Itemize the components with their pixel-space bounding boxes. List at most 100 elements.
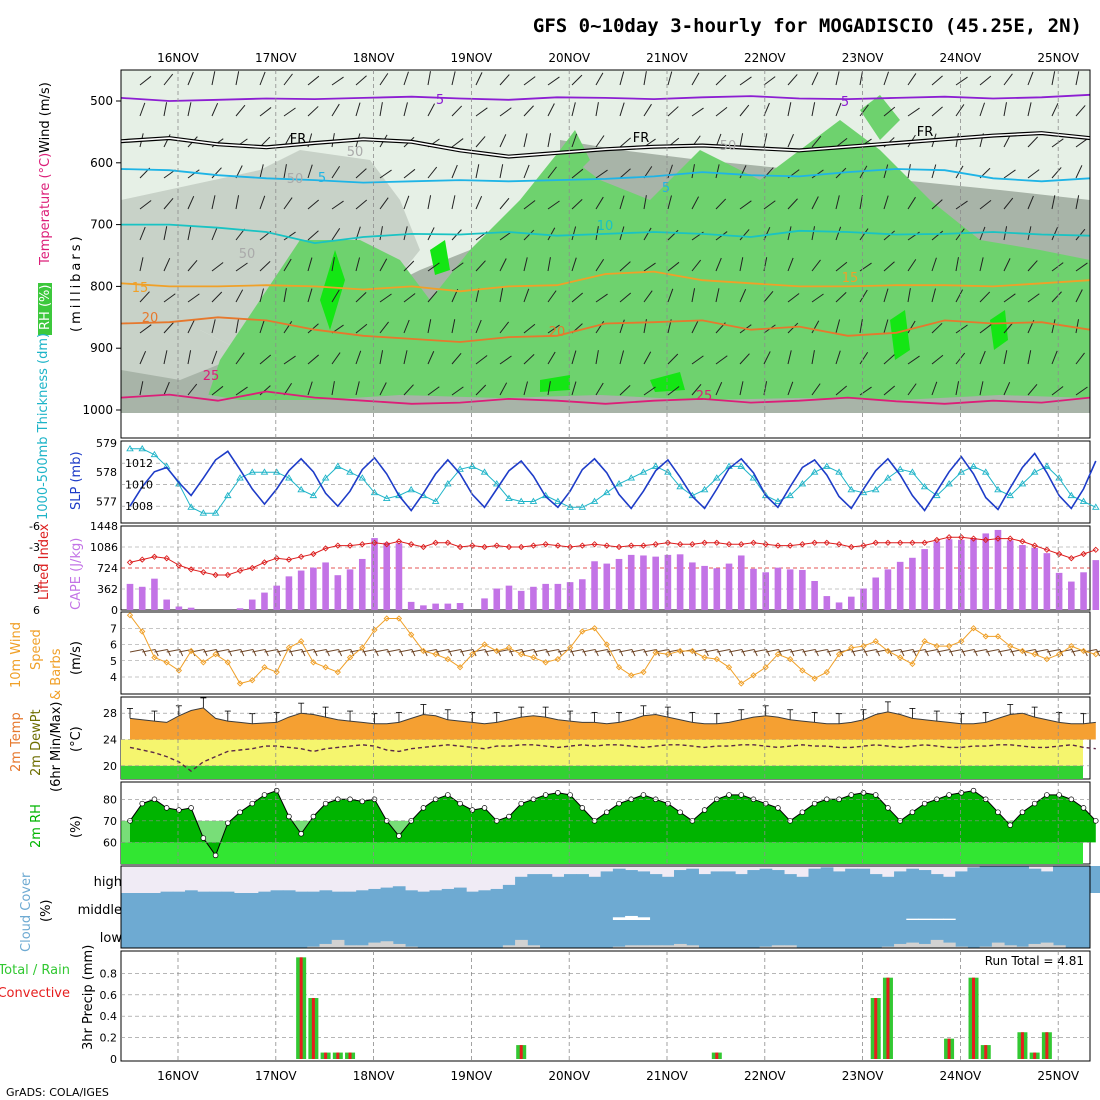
thickness-marker — [700, 485, 709, 493]
upper-wind-barb — [403, 384, 414, 396]
cloud-high-bar — [466, 891, 479, 893]
upper-wind-barb — [187, 169, 200, 179]
upper-wind-barb — [451, 319, 456, 334]
lifted-index-label: Lifted Index — [37, 523, 52, 600]
cloud-high-bar — [429, 890, 443, 893]
upper-wind-barb — [1075, 319, 1080, 334]
upper-wind-barb — [739, 133, 744, 148]
rh2m-area — [130, 790, 1096, 856]
rh2m-marker — [958, 790, 965, 796]
cape-bars — [126, 529, 1100, 610]
cloud-high-bar — [319, 890, 333, 893]
upper-wind-barb — [283, 355, 296, 365]
rh2m-marker — [616, 800, 622, 807]
upper-wind-barb — [883, 385, 896, 396]
upper-wind-barb — [931, 322, 943, 334]
upper-wind-barb — [691, 259, 702, 272]
lifted-index-marker — [897, 539, 904, 546]
cloud-low-bar — [942, 942, 956, 948]
cloud-high-bar — [942, 876, 956, 893]
upper-wind-barb — [907, 107, 920, 117]
upper-wind-barb — [571, 74, 583, 86]
rh2m-marker — [1080, 805, 1087, 811]
precip-convective-bar — [1045, 1032, 1049, 1059]
thickness-marker — [994, 485, 1002, 493]
date-label-bottom: 22NOV — [744, 1069, 786, 1083]
thickness-marker — [211, 509, 220, 516]
cape-bar — [505, 585, 513, 610]
date-label-top: 23NOV — [842, 51, 884, 65]
cape-bar — [872, 577, 880, 610]
upper-wind-barb — [763, 351, 771, 365]
wind10-barb-flag — [704, 649, 709, 657]
cloud-low-bar — [380, 941, 394, 948]
wind10-barb — [728, 649, 743, 653]
lifted-index-marker — [322, 545, 329, 552]
rh2m-marker — [396, 833, 402, 839]
cloud-mid-bar — [625, 915, 638, 920]
upper-wind-barb — [1003, 350, 1008, 365]
thickness-marker — [969, 462, 978, 469]
cloud-high-bar — [515, 876, 528, 893]
upper-wind-barb — [235, 352, 245, 365]
cloud-high-bar — [405, 890, 418, 893]
cloud-low-bar — [625, 945, 638, 948]
cape-bar — [701, 565, 708, 610]
rh2m-marker — [542, 792, 549, 798]
wind10-marker — [1031, 651, 1038, 658]
upper-wind-barb — [427, 262, 440, 272]
wind10-barb — [582, 649, 596, 653]
cloud-high-bar — [1028, 868, 1042, 893]
cloud-high-bar — [417, 891, 431, 893]
upper-wind-barb — [499, 288, 504, 303]
wind10-marker — [884, 647, 892, 655]
rh2m-marker — [799, 809, 806, 815]
cape-bar — [847, 596, 855, 610]
upper-wind-barb — [1075, 386, 1088, 396]
cloud-high-bar — [869, 874, 883, 893]
cape-bar — [554, 583, 562, 610]
thickness-marker — [578, 503, 587, 510]
upper-wind-barb — [619, 168, 631, 179]
cloud-high-bar — [771, 870, 785, 893]
precip-convective-bar — [519, 1045, 523, 1059]
upper-wind-barb — [139, 102, 146, 117]
upper-wind-barb — [619, 319, 625, 334]
lifted-index-marker — [689, 541, 696, 548]
upper-wind-barb — [787, 322, 799, 334]
upper-wind-barb — [619, 195, 625, 210]
cape-bar — [958, 539, 965, 610]
upper-wind-barb — [1003, 73, 1013, 86]
precip-convective-bar — [947, 1038, 951, 1059]
lifted-index-marker — [1019, 538, 1026, 545]
rh2m-marker — [163, 805, 170, 811]
thickness-marker — [810, 468, 819, 475]
upper-wind-barb — [667, 195, 672, 210]
wind10-barb-flag — [753, 649, 758, 657]
slp-label: SLP (mb) — [69, 451, 84, 510]
upper-wind-barb — [355, 350, 362, 365]
cape-bar — [1080, 572, 1087, 610]
wind10-barb — [142, 649, 156, 653]
wind10-marker — [1019, 647, 1026, 655]
wind10-barb — [386, 649, 400, 653]
wind10-marker — [603, 641, 610, 648]
wind10-marker — [628, 672, 635, 679]
wind10-barb — [924, 649, 938, 653]
upper-wind-barb — [523, 164, 530, 179]
upper-wind-barb — [187, 293, 200, 303]
wind10-marker — [640, 668, 647, 676]
wind10-marker — [139, 628, 146, 635]
slp-tick-label: 1008 — [125, 500, 153, 513]
upper-wind-barb — [859, 228, 869, 241]
wind10-marker — [1092, 651, 1099, 658]
cape-bar — [896, 561, 904, 610]
wind10-barb — [252, 649, 266, 653]
upper-wind-barb — [355, 257, 361, 272]
rh2m-band — [121, 842, 1083, 864]
rh2m-marker — [579, 805, 586, 811]
upper-wind-barb — [379, 102, 383, 117]
lifted-index-marker — [346, 542, 354, 549]
wind10-barb — [631, 649, 645, 653]
cloud-high-bar — [502, 884, 516, 893]
